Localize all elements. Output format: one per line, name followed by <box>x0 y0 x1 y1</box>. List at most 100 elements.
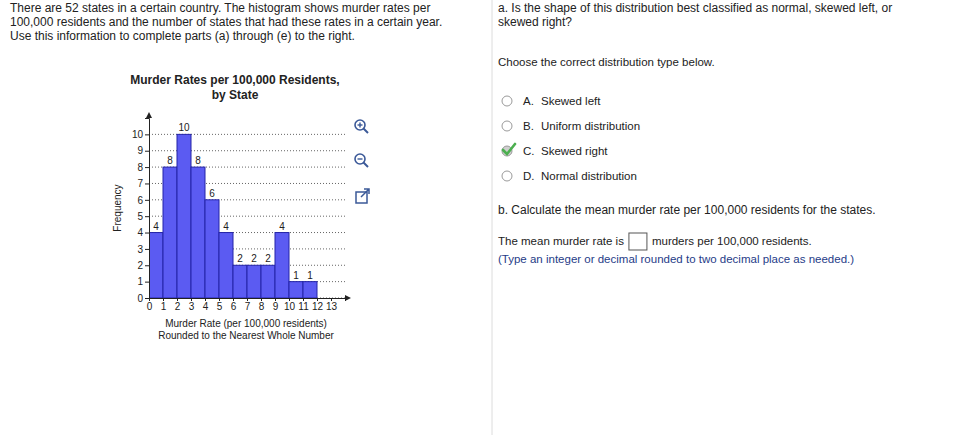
x-axis-title: Murder Rate (per 100,000 residents) <box>165 318 327 329</box>
y-axis-line <box>145 119 150 299</box>
check-mark <box>503 144 515 154</box>
y-tick: 10 <box>132 129 149 140</box>
data-label: 2 <box>237 253 243 264</box>
icon-part <box>358 158 363 159</box>
option-letter: D. <box>523 170 535 182</box>
tick-label: 3 <box>137 244 143 255</box>
tick-label: 8 <box>259 301 265 312</box>
tick-label: 9 <box>137 145 143 156</box>
option-letter: C. <box>523 145 535 157</box>
y-tick: 1 <box>137 276 149 287</box>
radio-button[interactable] <box>502 121 512 131</box>
bars <box>149 134 317 298</box>
bar <box>177 134 191 298</box>
data-label: 6 <box>209 188 215 199</box>
tick-mark <box>145 134 149 135</box>
option-letter: A. <box>523 95 534 107</box>
radio-button[interactable] <box>502 171 512 181</box>
x-tick: 8 <box>259 298 265 312</box>
x-tick: 13 <box>326 298 338 312</box>
question-text: a. Is the shape of this distribution bes… <box>498 1 892 15</box>
grid <box>149 134 345 298</box>
y-axis: 0 1 2 3 4 5 6 7 8 9 10 <box>132 119 150 304</box>
y-tick: 9 <box>137 145 149 156</box>
x-tick: 2 <box>175 298 181 312</box>
data-label: 10 <box>178 122 190 133</box>
bar <box>163 167 177 298</box>
tick-label: 13 <box>326 301 338 312</box>
data-label: 4 <box>279 221 285 232</box>
x-tick: 3 <box>189 298 195 312</box>
y-tick: 4 <box>137 227 149 238</box>
tick-mark <box>145 298 149 299</box>
tick-label: 11 <box>298 301 309 312</box>
tick-label: 6 <box>231 301 237 312</box>
bar <box>205 200 219 298</box>
data-label: 2 <box>251 253 257 264</box>
x-axis-title: Rounded to the Nearest Whole Number <box>158 330 334 341</box>
y-tick: 6 <box>137 195 149 206</box>
tick-label: 0 <box>137 293 143 304</box>
bar <box>191 167 205 298</box>
problem-text: There are 52 states in a certain country… <box>10 1 430 15</box>
option-text: Normal distribution <box>541 170 637 182</box>
y-tick: 8 <box>137 162 149 173</box>
bar <box>275 233 289 298</box>
y-tick: 5 <box>137 211 149 222</box>
y-tick: 2 <box>137 260 149 271</box>
data-labels: 4810864222411 <box>153 122 313 280</box>
y-tick: 0 <box>137 293 149 304</box>
bar <box>289 282 303 298</box>
icon-part <box>361 189 369 197</box>
option[interactable]: A.Skewed left <box>502 95 601 107</box>
tick-label: 7 <box>137 178 143 189</box>
question-text: b. Calculate the mean murder rate per 10… <box>498 203 876 217</box>
data-label: 4 <box>153 221 159 232</box>
answer-text: The mean murder rate is <box>498 235 624 247</box>
data-label: 1 <box>307 270 313 281</box>
zoom-in-icon[interactable] <box>355 120 368 133</box>
tick-label: 5 <box>217 301 223 312</box>
option[interactable]: B.Uniform distribution <box>502 120 640 132</box>
tick-mark <box>145 265 149 266</box>
zoom-out-icon[interactable] <box>355 154 368 167</box>
option[interactable]: C. Skewed right <box>502 144 608 157</box>
tick-mark <box>145 282 149 283</box>
tick-label: 10 <box>132 129 144 140</box>
option[interactable]: D. Normal distribution <box>502 170 637 182</box>
tick-label: 3 <box>189 301 195 312</box>
tick-label: 0 <box>147 301 153 312</box>
bar <box>261 265 275 298</box>
tick-mark <box>145 216 149 217</box>
tick-mark <box>145 151 149 152</box>
hint: (Type an integer or decimal rounded to t… <box>498 253 854 265</box>
axis-arrow <box>345 295 351 301</box>
y-tick: 3 <box>137 244 149 255</box>
answer-box[interactable] <box>629 233 647 250</box>
open-icon[interactable] <box>356 189 369 203</box>
x-tick: 11 <box>298 298 309 312</box>
icon-part <box>359 123 360 128</box>
radio-button[interactable] <box>502 96 512 106</box>
data-label: 1 <box>293 270 299 281</box>
tick-mark <box>145 183 149 184</box>
tick-label: 1 <box>161 301 167 312</box>
tick-label: 7 <box>245 301 251 312</box>
tick-label: 2 <box>137 260 143 271</box>
option-text: Skewed right <box>541 145 608 157</box>
tick-mark <box>145 233 149 234</box>
x-axis: 012345678910111213 <box>147 298 346 312</box>
y-tick: 7 <box>137 178 149 189</box>
x-tick: 10 <box>284 298 296 312</box>
tick-label: 9 <box>273 301 279 312</box>
tick-label: 4 <box>203 301 209 312</box>
y-axis-title: Frequency <box>112 184 123 231</box>
data-label: 4 <box>223 221 229 232</box>
data-label: 8 <box>195 155 201 166</box>
tick-label: 8 <box>137 162 143 173</box>
data-label: 8 <box>167 155 173 166</box>
tick-label: 12 <box>312 301 324 312</box>
tick-label: 5 <box>137 211 143 222</box>
divider <box>492 0 493 435</box>
x-tick: 6 <box>231 298 237 312</box>
